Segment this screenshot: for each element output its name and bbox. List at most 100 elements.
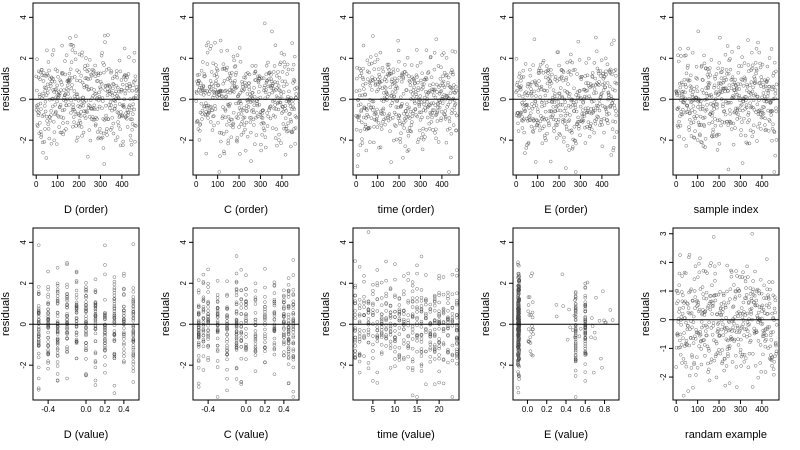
data-point xyxy=(286,289,291,294)
data-point xyxy=(437,344,441,349)
data-point xyxy=(286,349,291,354)
data-point xyxy=(388,103,393,108)
data-point xyxy=(393,293,397,298)
data-point xyxy=(65,332,69,336)
data-point xyxy=(594,91,598,95)
data-point xyxy=(757,50,762,55)
data-point xyxy=(527,106,531,110)
x-tick-label: 0.4 xyxy=(560,405,572,414)
data-point xyxy=(401,75,405,79)
data-point xyxy=(263,315,267,319)
data-point xyxy=(242,115,247,120)
data-point xyxy=(244,313,248,318)
data-point xyxy=(444,56,449,60)
data-point xyxy=(55,265,60,270)
data-point xyxy=(48,115,52,119)
data-point xyxy=(133,74,138,79)
data-point xyxy=(410,305,415,309)
data-point xyxy=(424,328,428,332)
data-point xyxy=(394,105,399,109)
data-point xyxy=(547,109,552,114)
data-point xyxy=(263,317,267,322)
data-point xyxy=(437,91,442,96)
data-point xyxy=(762,105,766,110)
data-point xyxy=(774,343,778,348)
data-point xyxy=(68,67,73,72)
data-point xyxy=(549,109,554,114)
data-point xyxy=(516,301,520,305)
data-point xyxy=(748,105,753,110)
data-point xyxy=(36,306,41,311)
data-point xyxy=(573,344,578,348)
data-point xyxy=(384,259,388,264)
data-point xyxy=(536,68,541,73)
data-point xyxy=(96,71,101,76)
data-point xyxy=(710,120,715,124)
data-point xyxy=(116,85,120,90)
data-point xyxy=(711,235,716,239)
data-point xyxy=(248,120,253,124)
data-point xyxy=(122,293,126,297)
data-point xyxy=(772,306,777,311)
data-point xyxy=(65,326,69,331)
data-point xyxy=(439,118,443,123)
data-point xyxy=(412,99,417,104)
data-point xyxy=(774,323,779,327)
data-point xyxy=(112,275,117,279)
data-point xyxy=(434,112,439,117)
data-point xyxy=(685,103,690,108)
data-point xyxy=(417,104,422,108)
data-point xyxy=(402,341,406,346)
data-point xyxy=(366,317,371,321)
data-point xyxy=(546,119,550,123)
data-point xyxy=(239,338,244,342)
data-point xyxy=(437,353,441,357)
data-point xyxy=(450,395,455,399)
data-point xyxy=(73,50,78,55)
data-point xyxy=(523,62,528,66)
data-point xyxy=(263,305,267,309)
data-point xyxy=(256,80,261,85)
y-tick-label: 2 xyxy=(179,281,188,286)
data-point xyxy=(441,341,446,345)
data-point xyxy=(393,76,397,81)
data-point xyxy=(583,141,588,145)
data-point xyxy=(273,103,277,107)
data-point xyxy=(727,320,731,324)
data-point xyxy=(393,329,397,333)
data-point xyxy=(55,327,60,332)
data-point xyxy=(734,84,738,88)
data-point xyxy=(419,288,424,292)
data-point xyxy=(410,315,415,320)
data-point xyxy=(195,73,200,77)
data-point xyxy=(611,119,615,124)
data-point xyxy=(85,84,89,89)
data-point xyxy=(710,134,714,138)
data-point xyxy=(432,332,437,336)
data-point xyxy=(388,321,393,326)
data-point xyxy=(583,295,588,300)
data-point xyxy=(543,109,548,114)
data-point xyxy=(49,142,54,146)
data-point xyxy=(769,47,774,51)
data-point xyxy=(553,109,558,113)
data-point xyxy=(691,385,695,390)
data-point xyxy=(122,271,126,276)
data-point xyxy=(371,289,375,293)
data-point xyxy=(91,70,95,75)
data-point xyxy=(396,38,400,43)
data-point xyxy=(764,337,768,342)
data-point xyxy=(382,112,387,116)
data-point xyxy=(678,352,683,357)
data-point xyxy=(716,118,720,123)
data-point xyxy=(718,290,722,294)
data-point xyxy=(737,288,741,293)
data-point xyxy=(384,344,388,348)
data-point xyxy=(522,130,526,135)
data-point xyxy=(388,343,393,347)
data-point xyxy=(259,76,264,81)
data-point xyxy=(445,73,449,77)
data-point xyxy=(371,356,375,360)
data-point xyxy=(537,79,541,83)
